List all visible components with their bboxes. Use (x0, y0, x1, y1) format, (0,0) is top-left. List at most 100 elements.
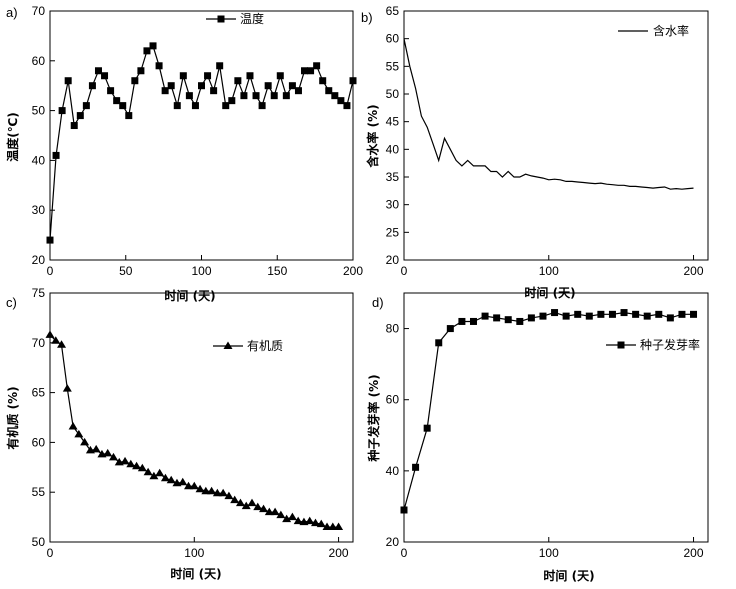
panel-a-point (294, 87, 302, 95)
panel-b-xtick-label: 0 (401, 264, 408, 278)
panel-a-point (191, 102, 199, 110)
panel-c-xtick-label: 100 (184, 546, 204, 560)
panel-a-xtick-label: 50 (119, 264, 133, 278)
panel-c-point (184, 481, 194, 490)
panel-a-point (143, 47, 151, 55)
panel-c-point (62, 384, 72, 392)
panel-b-ytick-label: 30 (386, 198, 400, 212)
panel-b-frame (403, 10, 709, 261)
panel-a-ytick-label: 40 (32, 153, 46, 167)
panel-d-point (666, 314, 674, 322)
panel-a-legend: 温度 (206, 11, 264, 26)
panel-c-point (322, 522, 332, 531)
panel-a-point (107, 87, 115, 95)
panel-b-legend: 含水率 (618, 23, 689, 38)
panel-a-point (149, 42, 157, 50)
panel-a-point (52, 151, 60, 159)
panel-a-point (137, 67, 145, 75)
panel-d-ytick-label: 80 (386, 322, 400, 336)
panel-a-point (94, 67, 102, 75)
panel-c-point (160, 473, 170, 482)
panel-a-point (216, 62, 224, 70)
panel-a-point (76, 112, 84, 120)
panel-c-point (270, 507, 280, 516)
panel-c-legend-marker (223, 341, 233, 349)
panel-d-label: d) (372, 295, 384, 310)
panel-a-legend-marker (217, 15, 225, 23)
panel-a-point (167, 82, 175, 90)
panel-c-point (253, 502, 263, 511)
panel-c-series-line (49, 334, 339, 528)
panel-c-point (45, 330, 55, 338)
panel-a-label: a) (6, 5, 18, 20)
panel-a-ytick-label: 20 (32, 253, 46, 267)
panel-c-point (293, 516, 303, 525)
panel-c-xlabel: 时间 (天) (170, 566, 221, 581)
panel-d-point (435, 339, 443, 347)
panel-c-point (207, 486, 217, 495)
panel-b-ytick-label: 65 (386, 4, 400, 18)
panel-c-point (218, 488, 228, 497)
panel-a-point (276, 72, 284, 80)
panel-c-point (235, 498, 245, 507)
panel-c-point (108, 452, 118, 461)
panel-c-point (74, 429, 84, 438)
panel-b-ytick-label: 50 (386, 87, 400, 101)
panel-d-legend-marker (617, 341, 625, 349)
panel-d-xtick-label: 0 (401, 546, 408, 560)
panel-d-point (446, 325, 454, 333)
panel-a-point (258, 102, 266, 110)
panel-a-xlabel: 时间 (天) (164, 288, 215, 303)
panel-a-ytick-label: 70 (32, 4, 46, 18)
panel-a-xtick-label: 100 (191, 264, 211, 278)
panel-c-point (57, 340, 67, 348)
panel-c-point (316, 519, 326, 528)
panel-c-point (201, 486, 211, 495)
panel-c-point (143, 467, 153, 476)
panel-a-point (246, 72, 254, 80)
panel-b-axes: 0 100 200 20 25 30 35 40 45 50 55 60 65 (386, 4, 709, 278)
panel-a-point (198, 82, 205, 90)
panel-c-point (195, 484, 205, 493)
panel-a-point (119, 102, 127, 110)
panel-c-ylabel: 有机质 (%) (5, 386, 20, 449)
panel-a-point (125, 112, 133, 120)
panel-b-ytick-label: 35 (386, 170, 400, 184)
panel-b-ytick-label: 40 (386, 142, 400, 156)
panel-a-point (179, 72, 187, 80)
panel-c-ytick-label: 55 (32, 485, 46, 499)
panel-d-point (412, 463, 420, 471)
panel-a-point (313, 62, 321, 70)
panel-a-point (173, 102, 181, 110)
panel-d-xtick-label: 100 (539, 546, 559, 560)
panel-d-legend: 种子发芽率 (606, 337, 700, 352)
panel-a-point (264, 82, 272, 90)
panel-a-point (252, 92, 260, 100)
panel-a-xtick-label: 200 (343, 264, 363, 278)
panel-c-point (103, 448, 113, 457)
panel-a-point (288, 82, 296, 90)
panel-b-legend-label: 含水率 (653, 23, 689, 38)
panel-a-point (185, 92, 193, 100)
panel-c-xtick-label: 0 (47, 546, 54, 560)
panel-b-ytick-label: 20 (386, 253, 400, 267)
panel-d-point (493, 314, 501, 322)
panel-a-xtick-label: 0 (47, 264, 54, 278)
panel-a-point (46, 236, 54, 244)
panel-d-point (527, 314, 535, 322)
panel-d-ytick-label: 20 (386, 535, 400, 549)
panel-d-point (678, 310, 686, 318)
panel-d-point (574, 310, 582, 318)
panel-c-point (276, 510, 286, 519)
panel-c-axes: 0 100 200 50 55 60 65 70 75 (32, 286, 354, 560)
panel-c-ytick-label: 75 (32, 286, 46, 300)
panel-c-xtick-label: 200 (329, 546, 349, 560)
panel-b-ytick-label: 25 (386, 225, 400, 239)
panel-d-point (655, 310, 663, 318)
panel-c-point (166, 475, 176, 484)
panel-c-point (137, 463, 147, 472)
panel-a-point (204, 72, 212, 80)
panel-a-point (331, 92, 339, 100)
